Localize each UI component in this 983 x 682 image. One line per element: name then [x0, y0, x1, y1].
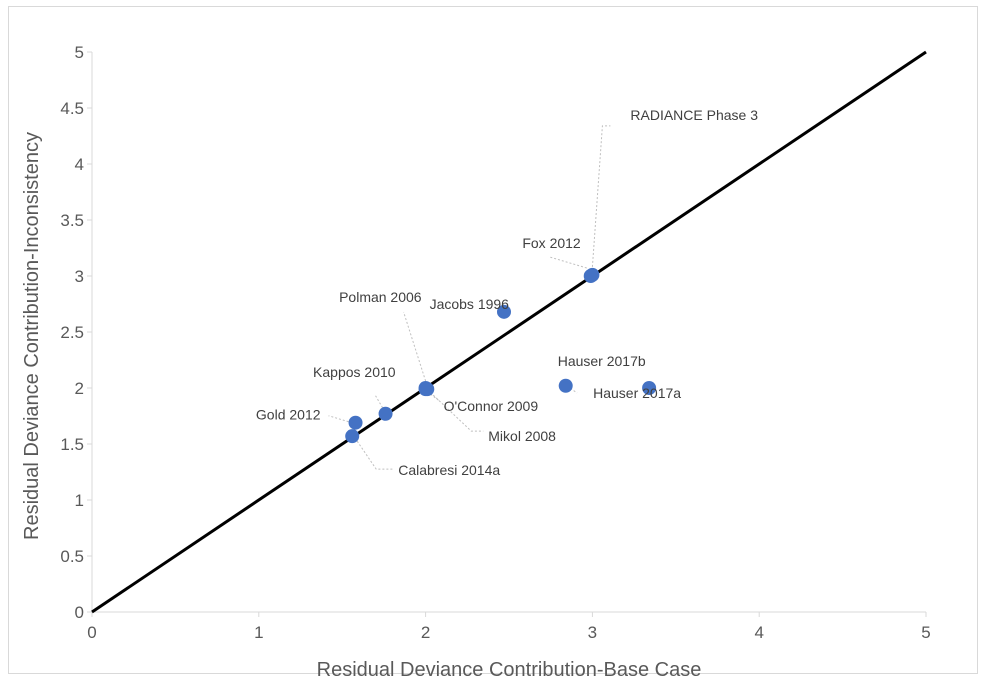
point-label: Hauser 2017a [593, 385, 681, 401]
leader-line [591, 125, 611, 267]
data-point [558, 378, 573, 393]
point-labels: RADIANCE Phase 3 Fox 2012 Jacobs 1996 Polma… [256, 107, 758, 478]
y-tick-label: 1 [75, 491, 84, 510]
y-tick-label: 2.5 [60, 323, 84, 342]
data-point [348, 415, 363, 430]
point-label: Hauser 2017b [558, 353, 646, 369]
leader-line [356, 440, 395, 470]
point-label: Kappos 2010 [313, 364, 396, 380]
y-tick-label: 2 [75, 379, 84, 398]
x-tick-label: 0 [87, 623, 96, 642]
y-tick-label: 0.5 [60, 547, 84, 566]
x-tick-label: 4 [754, 623, 763, 642]
y-tick-label: 4.5 [60, 99, 84, 118]
axes: 0 1 2 3 4 5 0 0.5 1 1.5 2 2.5 3 3.5 4 4.5 5 [60, 43, 930, 642]
point-label: Mikol 2008 [488, 428, 556, 444]
y-tick-label: 3.5 [60, 211, 84, 230]
y-axis-title: Residual Deviance Contribution-Inconsist… [21, 132, 43, 540]
x-tick-label: 2 [421, 623, 430, 642]
data-point [345, 429, 360, 444]
y-tick-label: 1.5 [60, 435, 84, 454]
y-tick-label: 4 [75, 155, 84, 174]
point-label: Jacobs 1996 [430, 296, 510, 312]
point-label: RADIANCE Phase 3 [630, 107, 758, 123]
chart-frame [8, 6, 978, 674]
leader-line [430, 393, 440, 402]
point-label: O'Connor 2009 [444, 398, 539, 414]
leader-line [549, 256, 587, 269]
leader-line [403, 311, 427, 382]
point-label: Fox 2012 [522, 235, 581, 251]
x-tick-label: 5 [921, 623, 930, 642]
x-tick-label: 1 [254, 623, 263, 642]
data-point [420, 382, 435, 397]
data-point [642, 381, 657, 395]
leader-line [432, 394, 484, 432]
reference-line [91, 50, 927, 614]
reference-line-group [91, 50, 927, 614]
point-label: Polman 2006 [339, 289, 422, 305]
data-points [345, 267, 657, 444]
leader-line [375, 395, 383, 409]
y-tick-label: 5 [75, 43, 84, 62]
point-label: Calabresi 2014a [398, 462, 500, 478]
y-tick-label: 3 [75, 267, 84, 286]
data-point [583, 269, 598, 283]
data-point [496, 304, 511, 319]
leader-line [328, 415, 349, 423]
leader-lines [328, 125, 611, 470]
point-label: Gold 2012 [256, 407, 321, 423]
x-axis-title: Residual Deviance Contribution-Base Case [317, 659, 702, 681]
x-tick-label: 3 [588, 623, 597, 642]
y-tick-label: 0 [75, 603, 84, 622]
data-point [378, 406, 393, 421]
